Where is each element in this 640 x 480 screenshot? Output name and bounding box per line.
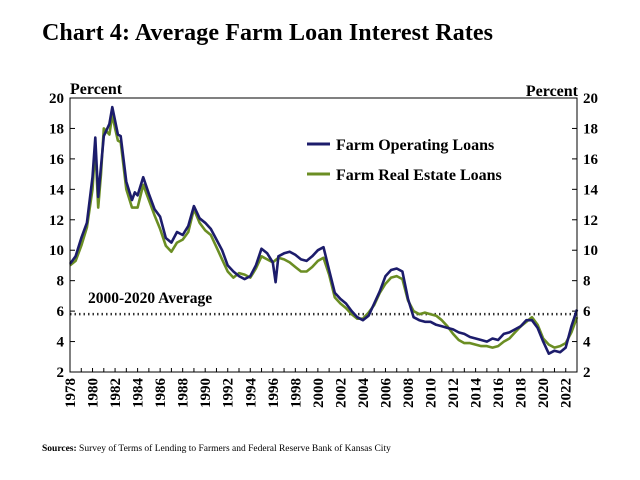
x-tick-label: 1996 (266, 378, 282, 409)
left-axis-unit-label: Percent (70, 81, 123, 98)
y-tick-label-left: 2 (57, 365, 65, 381)
y-tick-label-left: 12 (49, 213, 64, 229)
x-tick-label: 1982 (108, 378, 124, 408)
series-line-real-estate (69, 113, 579, 349)
x-axis: 1978 1980 1982 1984 1986 1988 1990 1992 1994 1996… (63, 368, 578, 409)
x-tick-label: 1988 (176, 378, 192, 408)
x-tick-label: 2022 (559, 378, 575, 408)
series-group (68, 105, 579, 355)
y-tick-label-left: 6 (57, 304, 65, 320)
x-tick-label: 2012 (446, 378, 462, 408)
y-tick-label-right: 18 (583, 121, 598, 137)
x-tick-label: 1980 (86, 378, 102, 408)
x-tick-label: 1990 (198, 378, 214, 408)
x-tick-label: 1984 (131, 378, 147, 409)
y-tick-label-right: 16 (583, 152, 599, 168)
x-tick-label: 2008 (401, 378, 417, 408)
x-tick-label: 1978 (63, 378, 79, 408)
x-tick-label: 2018 (514, 378, 530, 408)
legend: Farm Operating Loans Farm Real Estate Lo… (307, 137, 502, 184)
right-axis-unit-label: Percent (526, 83, 579, 100)
y-tick-label-right: 10 (583, 243, 598, 259)
x-tick-label: 2000 (311, 378, 327, 408)
y-tick-label-right: 6 (583, 304, 591, 320)
y-tick-label-right: 8 (583, 274, 591, 290)
legend-label-real-estate: Farm Real Estate Loans (336, 167, 502, 184)
y-tick-label-right: 14 (583, 182, 599, 198)
y-tick-label-right: 12 (583, 213, 598, 229)
y-tick-label-right: 20 (583, 91, 598, 107)
x-tick-label: 2006 (378, 378, 394, 409)
sources-text: Survey of Terms of Lending to Farmers an… (79, 444, 391, 454)
plot-frame (69, 97, 578, 373)
y-tick-label-left: 4 (57, 335, 65, 351)
y-tick-label-left: 10 (49, 243, 64, 259)
average-line-label: 2000-2020 Average (88, 290, 212, 307)
x-tick-label: 2004 (356, 378, 372, 409)
legend-label-operating: Farm Operating Loans (336, 137, 494, 154)
x-tick-label: 1986 (153, 378, 169, 409)
right-axis: 2 4 6 8 10 12 14 16 18 20 (572, 91, 599, 381)
x-tick-label: 2016 (491, 378, 507, 409)
x-tick-label: 2002 (333, 378, 349, 408)
y-tick-label-left: 18 (49, 121, 64, 137)
sources-note: Sources: Survey of Terms of Lending to F… (42, 444, 391, 454)
x-tick-label: 1994 (243, 378, 259, 409)
y-tick-label-left: 8 (57, 274, 65, 290)
y-tick-label-left: 20 (49, 91, 64, 107)
series-line-operating (68, 105, 579, 355)
x-tick-label: 2014 (469, 378, 485, 409)
y-tick-label-right: 4 (583, 335, 591, 351)
sources-label: Sources: (42, 444, 77, 454)
y-tick-label-right: 2 (583, 365, 591, 381)
x-tick-label: 2010 (424, 378, 440, 408)
x-tick-label: 2020 (536, 378, 552, 408)
y-tick-label-left: 16 (49, 152, 65, 168)
left-axis: 2 4 6 8 10 12 14 16 18 20 (49, 91, 75, 381)
x-tick-label: 1992 (221, 378, 237, 408)
chart-title: Chart 4: Average Farm Loan Interest Rate… (42, 20, 494, 46)
x-tick-label: 1998 (288, 378, 304, 408)
y-tick-label-left: 14 (49, 182, 65, 198)
